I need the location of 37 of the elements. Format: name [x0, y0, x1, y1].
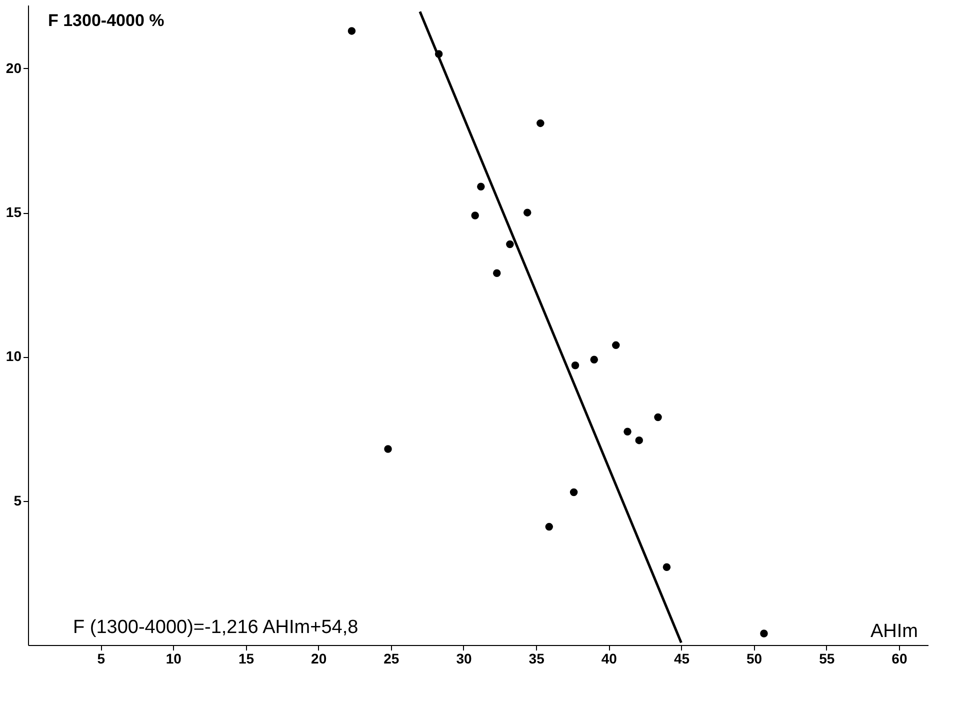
point — [624, 428, 632, 436]
x-tick-label: 40 — [601, 650, 618, 666]
x-tick-label: 5 — [97, 650, 106, 666]
x-tick-label: 55 — [819, 650, 835, 666]
x-tick-label: 20 — [311, 650, 327, 666]
x-tick-label: 10 — [166, 650, 182, 666]
y-tick-label: 20 — [6, 60, 22, 76]
point — [545, 522, 553, 531]
point — [590, 356, 598, 364]
x-tick-label: 60 — [892, 650, 908, 666]
point — [654, 413, 662, 422]
point — [493, 269, 501, 277]
x-tick-label: 25 — [384, 650, 400, 666]
point — [570, 488, 578, 496]
point — [523, 208, 532, 216]
point — [635, 436, 643, 444]
y-tick-label: 5 — [14, 492, 22, 508]
point — [384, 445, 392, 453]
x-tick-label: 50 — [746, 650, 762, 666]
point — [662, 563, 671, 572]
point — [612, 341, 620, 350]
point — [536, 119, 544, 128]
y-tick-label: 10 — [6, 348, 22, 364]
annotation: F (1300-4000)=-1,216 AHIm+54,8 — [73, 617, 358, 638]
x-tick-label: 35 — [528, 650, 545, 666]
y-tick-label: 15 — [6, 204, 22, 220]
point — [571, 361, 580, 370]
x-tick-label: 45 — [674, 650, 690, 666]
point — [348, 27, 356, 35]
point — [506, 240, 514, 248]
y-axis-title: F 1300-4000 % — [48, 11, 164, 30]
x-axis-title: AHIm — [870, 621, 918, 642]
point — [477, 182, 485, 190]
x-tick-label: 15 — [238, 650, 254, 666]
x-tick-label: 30 — [456, 650, 472, 666]
point — [760, 630, 768, 638]
point — [471, 212, 479, 220]
